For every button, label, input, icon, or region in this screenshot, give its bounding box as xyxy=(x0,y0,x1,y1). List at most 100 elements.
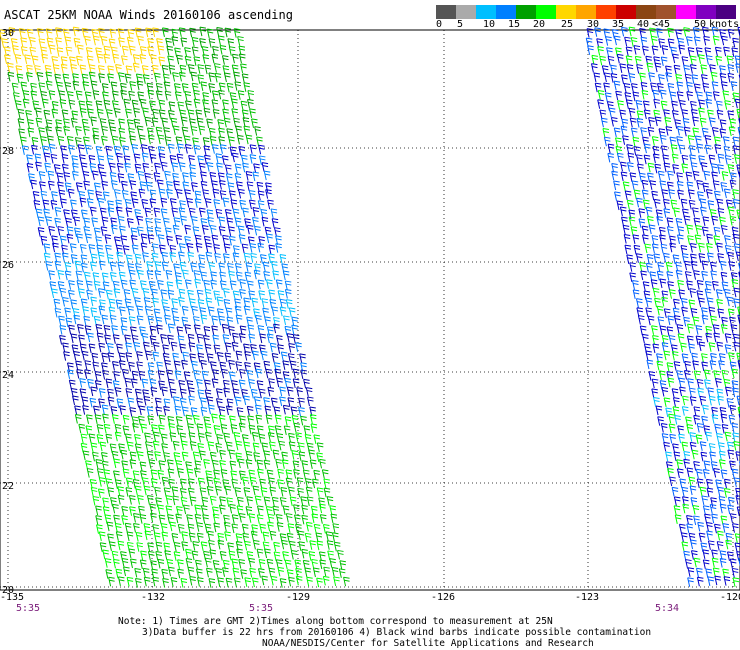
wind-barb xyxy=(687,323,694,334)
wind-barb xyxy=(112,334,120,344)
wind-barb xyxy=(630,127,638,138)
wind-barb xyxy=(711,414,719,424)
wind-barb xyxy=(713,235,721,246)
wind-barb xyxy=(616,53,624,64)
wind-barb xyxy=(682,395,689,406)
wind-barb xyxy=(673,64,681,75)
legend-label: 30 xyxy=(587,19,600,30)
wind-barb xyxy=(235,125,242,136)
wind-barb xyxy=(197,74,204,84)
wind-barb xyxy=(271,352,279,363)
wind-barb xyxy=(213,522,220,533)
wind-barb xyxy=(161,117,168,128)
wind-barb xyxy=(223,387,230,398)
wind-barb xyxy=(95,47,102,57)
wind-barb xyxy=(291,415,299,425)
wind-barb xyxy=(96,524,103,534)
wind-barb xyxy=(142,567,150,578)
wind-barb xyxy=(228,550,236,561)
wind-barb xyxy=(116,398,124,408)
wind-barb xyxy=(128,548,136,559)
wind-barb xyxy=(277,566,285,577)
wind-barb xyxy=(101,125,108,136)
wind-barb xyxy=(234,172,242,183)
wind-barb xyxy=(72,26,80,37)
wind-barb xyxy=(203,458,210,469)
wind-barb xyxy=(641,189,649,200)
wind-barb xyxy=(187,387,195,397)
wind-barb xyxy=(610,116,618,127)
wind-barb xyxy=(735,495,740,505)
wind-barb xyxy=(234,163,242,174)
wind-barb xyxy=(646,359,654,370)
wind-barb xyxy=(48,90,56,100)
wind-barb xyxy=(731,468,739,479)
wind-barb xyxy=(85,47,93,57)
wind-barb xyxy=(677,425,684,436)
wind-barb xyxy=(67,188,75,199)
wind-barb xyxy=(197,389,205,399)
wind-barb xyxy=(322,575,330,586)
wind-barb xyxy=(117,215,125,226)
wind-barb xyxy=(199,487,207,497)
wind-barb xyxy=(220,424,228,434)
wind-barb xyxy=(144,116,152,127)
wind-barb xyxy=(228,46,236,56)
wind-barb xyxy=(706,521,713,532)
wind-barb xyxy=(669,91,677,102)
wind-barb xyxy=(732,233,740,244)
wind-barb xyxy=(141,378,149,389)
wind-barb xyxy=(255,368,263,379)
wind-barb xyxy=(91,451,99,462)
wind-barb xyxy=(116,251,123,262)
wind-barb xyxy=(92,90,100,100)
wind-barb xyxy=(663,162,671,173)
wind-barb xyxy=(103,469,110,479)
wind-barb xyxy=(194,504,201,515)
wind-barb xyxy=(20,81,27,92)
wind-barb xyxy=(688,476,696,487)
wind-barb xyxy=(151,243,159,253)
wind-barb xyxy=(117,486,124,496)
wind-barb xyxy=(77,324,84,334)
wind-barb xyxy=(202,137,210,147)
wind-barb xyxy=(45,216,52,226)
wind-barb xyxy=(20,136,27,147)
wind-barb xyxy=(108,298,116,309)
wind-barb xyxy=(161,443,168,453)
wind-barb xyxy=(111,325,118,335)
wind-barb xyxy=(268,477,275,488)
wind-barb xyxy=(719,558,727,568)
wind-barb xyxy=(227,262,234,273)
wind-barb xyxy=(695,224,702,235)
wind-barb xyxy=(98,28,105,38)
wind-barb xyxy=(316,577,323,588)
wind-barb xyxy=(236,548,243,559)
wind-barb xyxy=(730,324,738,334)
wind-barb xyxy=(701,361,708,372)
wind-barb xyxy=(695,567,703,578)
wind-barb xyxy=(111,414,119,424)
wind-barb xyxy=(134,163,142,174)
wind-barb xyxy=(104,334,111,345)
wind-barb xyxy=(256,425,264,435)
wind-barb xyxy=(187,251,194,262)
wind-barb xyxy=(179,343,186,354)
wind-barb xyxy=(682,503,689,514)
wind-barb xyxy=(267,521,274,532)
wind-barb xyxy=(263,496,271,507)
wind-barb xyxy=(697,521,704,532)
wind-barb xyxy=(126,36,134,47)
wind-barb xyxy=(277,290,285,300)
wind-barb xyxy=(228,226,235,237)
wind-barb xyxy=(607,55,615,66)
wind-barb xyxy=(315,532,323,543)
wind-barb xyxy=(604,92,612,103)
wind-barb xyxy=(329,505,336,515)
wind-barb xyxy=(732,136,740,147)
wind-barb xyxy=(176,54,183,65)
wind-barb xyxy=(26,163,34,173)
wind-barb xyxy=(156,361,163,372)
wind-barb xyxy=(90,80,98,91)
wind-barb xyxy=(73,216,81,227)
